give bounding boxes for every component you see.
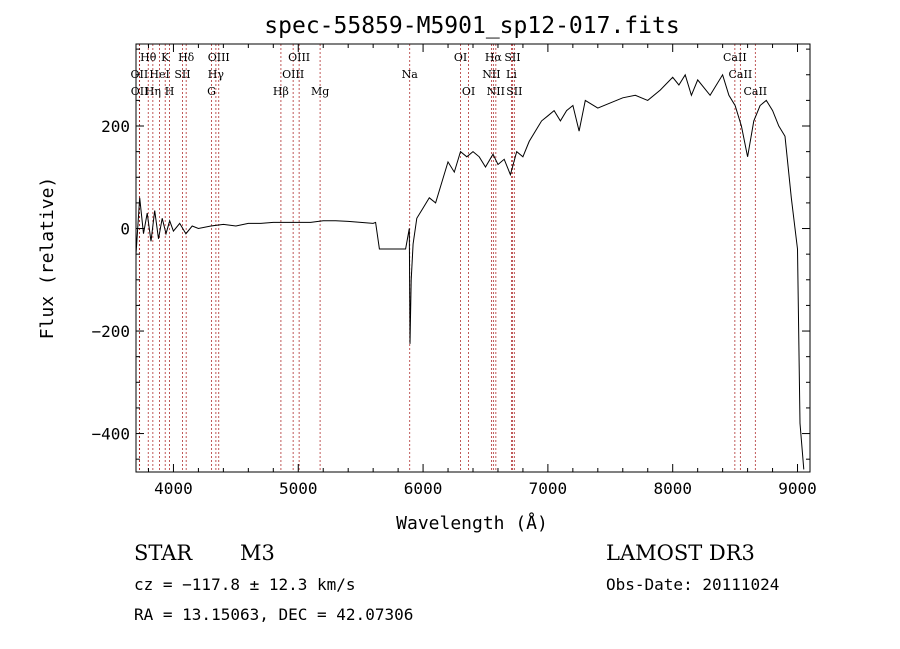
emission-line-label: OIII [288, 51, 310, 64]
x-tick-label: 6000 [404, 479, 443, 498]
emission-line-label: CaII [729, 68, 753, 81]
emission-line-label: CaII [723, 51, 747, 64]
emission-line-label: Hβ [273, 85, 289, 98]
x-tick-label: 9000 [778, 479, 817, 498]
emission-line-label: H [165, 85, 175, 98]
x-axis-label: Wavelength (Å) [396, 512, 548, 534]
chart-title: spec-55859-M5901_sp12-017.fits [264, 13, 679, 39]
plot-frame [135, 43, 811, 473]
x-tick-label: 7000 [529, 479, 568, 498]
y-tick-label: 0 [120, 220, 130, 239]
emission-line-label: Hγ [208, 68, 225, 81]
emission-line-label: OI [462, 85, 475, 98]
emission-lines-layer [138, 44, 756, 472]
emission-line-label: OIII [208, 51, 230, 64]
emission-line-label: Na [402, 68, 419, 81]
survey-name: LAMOST DR3 [606, 541, 755, 565]
x-tick-label: 4000 [154, 479, 193, 498]
emission-line-label: K [161, 51, 170, 64]
emission-line-label: SII [506, 85, 522, 98]
emission-line-label: SII [504, 51, 520, 64]
emission-line-label: SII [174, 68, 190, 81]
emission-line-label: Hθ [140, 51, 157, 64]
emission-line-label: Hδ [178, 51, 195, 64]
emission-line-label: Hη [145, 85, 161, 98]
y-axis-label: Flux (relative) [37, 177, 58, 340]
redshift-cz: cz = −117.8 ± 12.3 km/s [134, 575, 356, 594]
emission-line-label: OII [131, 85, 149, 98]
coordinates: RA = 13.15063, DEC = 42.07306 [134, 605, 413, 624]
y-tick-label: −400 [91, 425, 130, 444]
x-axis: 4000 5000 6000 7000 8000 9000 [147, 44, 817, 498]
object-subclass: M3 [240, 541, 275, 565]
y-tick-label: 200 [101, 117, 130, 136]
emission-line-label: Li [506, 68, 517, 81]
emission-line-label: Hα [485, 51, 503, 64]
emission-line-label: Mg [311, 85, 329, 98]
emission-line-label: G [207, 85, 216, 98]
spectrum-series-line [135, 73, 805, 470]
x-tick-label: 8000 [653, 479, 692, 498]
y-axis: −400 −200 0 200 [91, 48, 810, 460]
emission-line-label: CaII [743, 85, 767, 98]
emission-line-label: HeI [149, 68, 169, 81]
emission-line-label: OIII [282, 68, 304, 81]
emission-line-label: NII [482, 68, 500, 81]
x-tick-label: 5000 [279, 479, 318, 498]
emission-line-label: OI [454, 51, 467, 64]
y-tick-label: −200 [91, 322, 130, 341]
emission-line-label: NII [487, 85, 505, 98]
observation-date: Obs-Date: 20111024 [606, 575, 779, 594]
object-class: STAR [134, 541, 193, 565]
